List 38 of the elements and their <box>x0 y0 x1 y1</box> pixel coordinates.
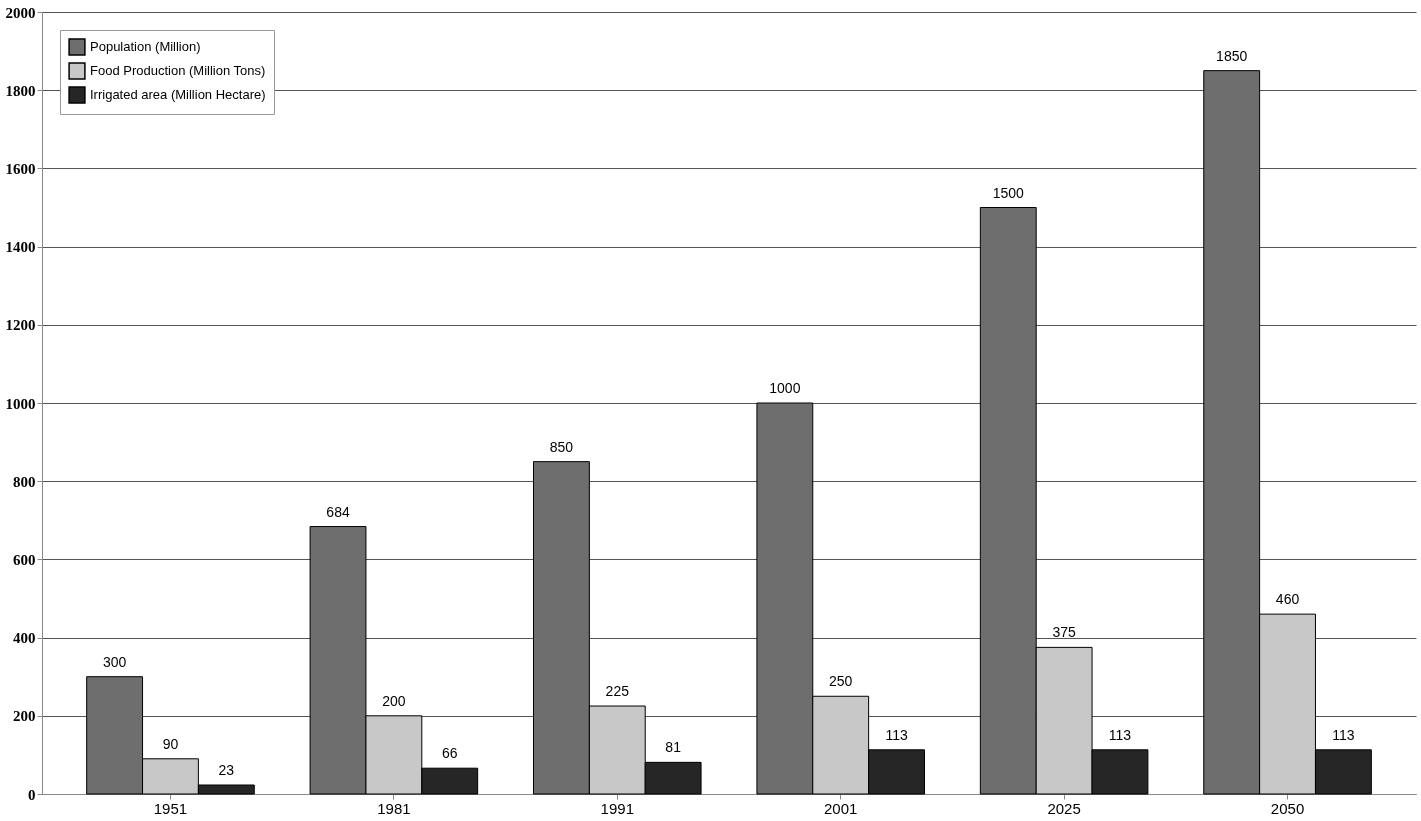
x-tick-label: 1981 <box>377 799 411 817</box>
data-label: 684 <box>326 503 350 520</box>
data-label: 66 <box>441 745 458 762</box>
data-label: 1500 <box>992 184 1025 201</box>
legend-label: Irrigated area (Million Hectare) <box>90 87 266 102</box>
y-tick-label: 1200 <box>5 317 36 334</box>
x-tick-label: 1991 <box>600 799 634 817</box>
y-tick-label: 200 <box>13 708 36 725</box>
data-label: 23 <box>218 762 235 779</box>
y-tick-label: 1400 <box>5 239 36 256</box>
legend-label: Population (Million) <box>90 39 201 54</box>
y-tick-label: 1800 <box>5 82 36 99</box>
y-tick-label: 800 <box>13 473 36 490</box>
data-label: 113 <box>1108 726 1132 743</box>
y-tick-label: 600 <box>13 551 36 568</box>
legend-label: Food Production (Million Tons) <box>90 63 266 78</box>
data-label: 81 <box>665 739 682 756</box>
x-tick-label: 2001 <box>824 799 858 817</box>
data-label: 850 <box>549 438 574 455</box>
data-label: 250 <box>829 673 853 690</box>
data-label: 113 <box>1332 726 1355 743</box>
y-tick-label: 1600 <box>5 160 36 177</box>
data-label: 200 <box>382 692 406 709</box>
data-label: 1000 <box>769 380 801 396</box>
x-tick-label: 2050 <box>1270 799 1305 817</box>
y-tick-label: 0 <box>28 786 36 803</box>
data-label: 375 <box>1052 624 1077 641</box>
x-tick-label: 2025 <box>1047 799 1081 817</box>
y-tick-label: 2000 <box>5 4 36 21</box>
data-label: 300 <box>102 653 127 670</box>
y-tick-label: 1000 <box>5 395 36 412</box>
data-label: 90 <box>162 735 179 752</box>
y-tick-label: 400 <box>13 630 36 647</box>
data-label: 225 <box>605 683 630 700</box>
data-label: 460 <box>1275 591 1300 608</box>
x-tick-label: 1951 <box>153 799 188 817</box>
data-label: 1850 <box>1216 47 1248 64</box>
data-label: 113 <box>885 726 908 743</box>
